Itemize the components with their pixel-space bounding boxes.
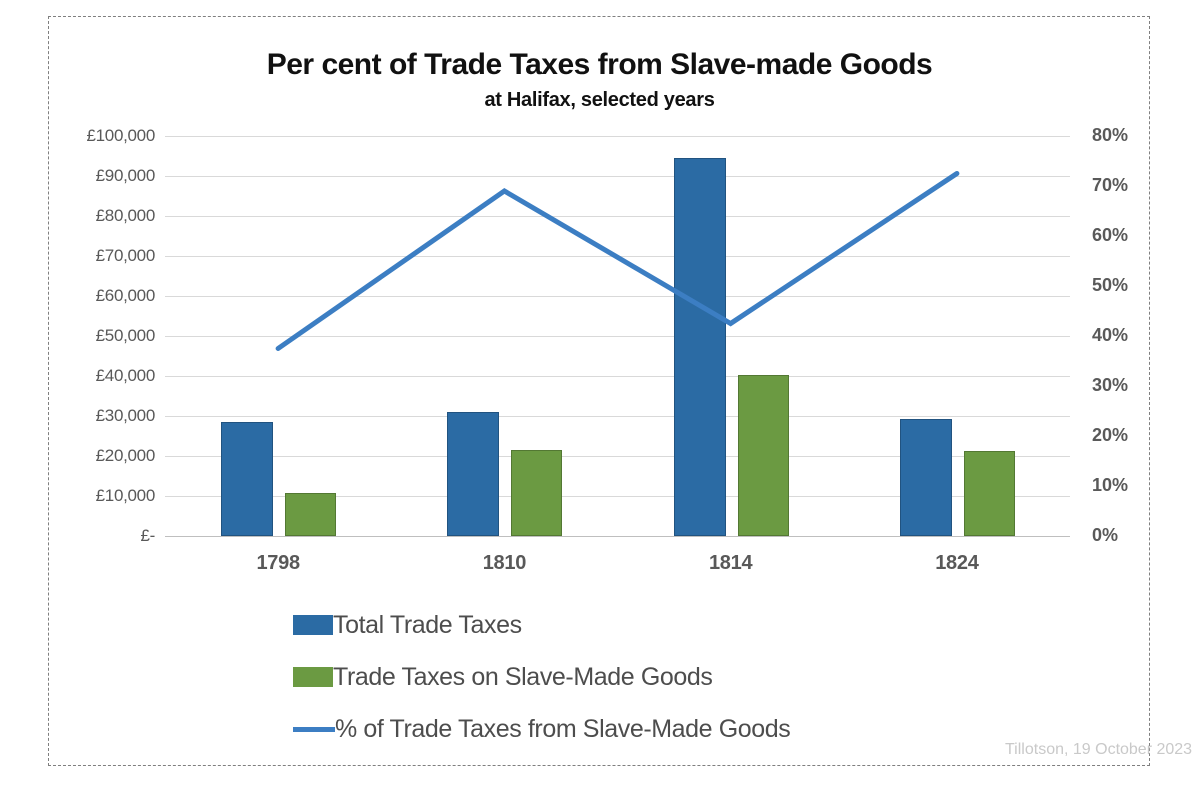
right-axis-tick-label: 10% bbox=[1092, 475, 1129, 495]
gridline bbox=[165, 456, 1070, 457]
right-axis-tick-label: 30% bbox=[1092, 375, 1129, 395]
left-axis-tick-label: £90,000 bbox=[95, 166, 156, 185]
x-axis-tick-label: 1814 bbox=[708, 552, 753, 574]
bar-slave-made-goods-1810 bbox=[511, 450, 563, 536]
left-axis-tick-label: £80,000 bbox=[95, 206, 156, 225]
left-axis-tick-label: £- bbox=[140, 526, 155, 545]
bar-total-trade-taxes-1798 bbox=[221, 422, 274, 536]
legend-item: % of Trade Taxes from Slave-Made Goods bbox=[293, 711, 791, 747]
chart-title: Per cent of Trade Taxes from Slave-made … bbox=[266, 48, 933, 81]
gridline bbox=[165, 216, 1070, 217]
legend-color-swatch bbox=[293, 667, 333, 687]
watermark-credit: Tillotson, 19 October 2023 bbox=[1005, 741, 1193, 758]
right-axis-tick-label: 40% bbox=[1092, 325, 1129, 345]
bar-slave-made-goods-1814 bbox=[737, 375, 789, 536]
x-axis-tick-label: 1810 bbox=[482, 552, 527, 574]
legend-label: Total Trade Taxes bbox=[333, 610, 522, 639]
left-axis-tick-label: £50,000 bbox=[95, 326, 156, 345]
plot-area bbox=[165, 136, 1070, 537]
legend-label: % of Trade Taxes from Slave-Made Goods bbox=[335, 714, 791, 743]
legend-line-swatch bbox=[293, 726, 335, 732]
gridline bbox=[165, 176, 1070, 177]
x-axis-tick-label: 1798 bbox=[256, 552, 300, 574]
left-axis-tick-label: £10,000 bbox=[95, 486, 156, 505]
bar-total-trade-taxes-1814 bbox=[673, 158, 726, 536]
percent-line bbox=[275, 171, 960, 351]
gridline bbox=[165, 376, 1070, 377]
dashed-border-frame bbox=[48, 16, 1150, 766]
right-axis-tick-label: 0% bbox=[1092, 525, 1119, 545]
left-axis-tick-label: £60,000 bbox=[95, 286, 156, 305]
gridline bbox=[165, 136, 1070, 137]
legend-item: Trade Taxes on Slave-Made Goods bbox=[293, 659, 790, 695]
percent-line-layer bbox=[275, 171, 960, 351]
chart-subtitle: at Halifax, selected years bbox=[484, 89, 715, 111]
x-axis-line bbox=[165, 536, 1070, 537]
gridline bbox=[165, 496, 1070, 497]
gridline bbox=[165, 416, 1070, 417]
right-axis-tick-label: 20% bbox=[1092, 425, 1129, 445]
left-axis-tick-label: £30,000 bbox=[95, 406, 156, 425]
legend: Total Trade Taxes Trade Taxes on Slave-Ma… bbox=[293, 607, 791, 763]
bar-total-trade-taxes-1810 bbox=[447, 412, 500, 536]
right-axis-tick-label: 50% bbox=[1092, 275, 1129, 295]
gridline bbox=[165, 296, 1070, 297]
bar-slave-made-goods-1798 bbox=[285, 493, 337, 536]
legend-item: Total Trade Taxes bbox=[293, 607, 790, 643]
left-axis-tick-label: £70,000 bbox=[95, 246, 156, 265]
legend-color-swatch bbox=[293, 615, 333, 635]
bar-slave-made-goods-1824 bbox=[963, 451, 1015, 536]
right-axis-tick-label: 80% bbox=[1092, 125, 1129, 145]
left-axis-tick-label: £40,000 bbox=[95, 366, 156, 385]
bar-total-trade-taxes-1824 bbox=[899, 419, 952, 536]
left-axis-tick-label: £100,000 bbox=[86, 126, 155, 145]
right-axis-tick-label: 60% bbox=[1092, 225, 1129, 245]
legend-label: Trade Taxes on Slave-Made Goods bbox=[333, 662, 713, 691]
gridline bbox=[165, 336, 1070, 337]
x-axis-tick-label: 1824 bbox=[935, 552, 979, 574]
right-axis-tick-label: 70% bbox=[1092, 175, 1129, 195]
left-axis-tick-label: £20,000 bbox=[95, 446, 156, 465]
